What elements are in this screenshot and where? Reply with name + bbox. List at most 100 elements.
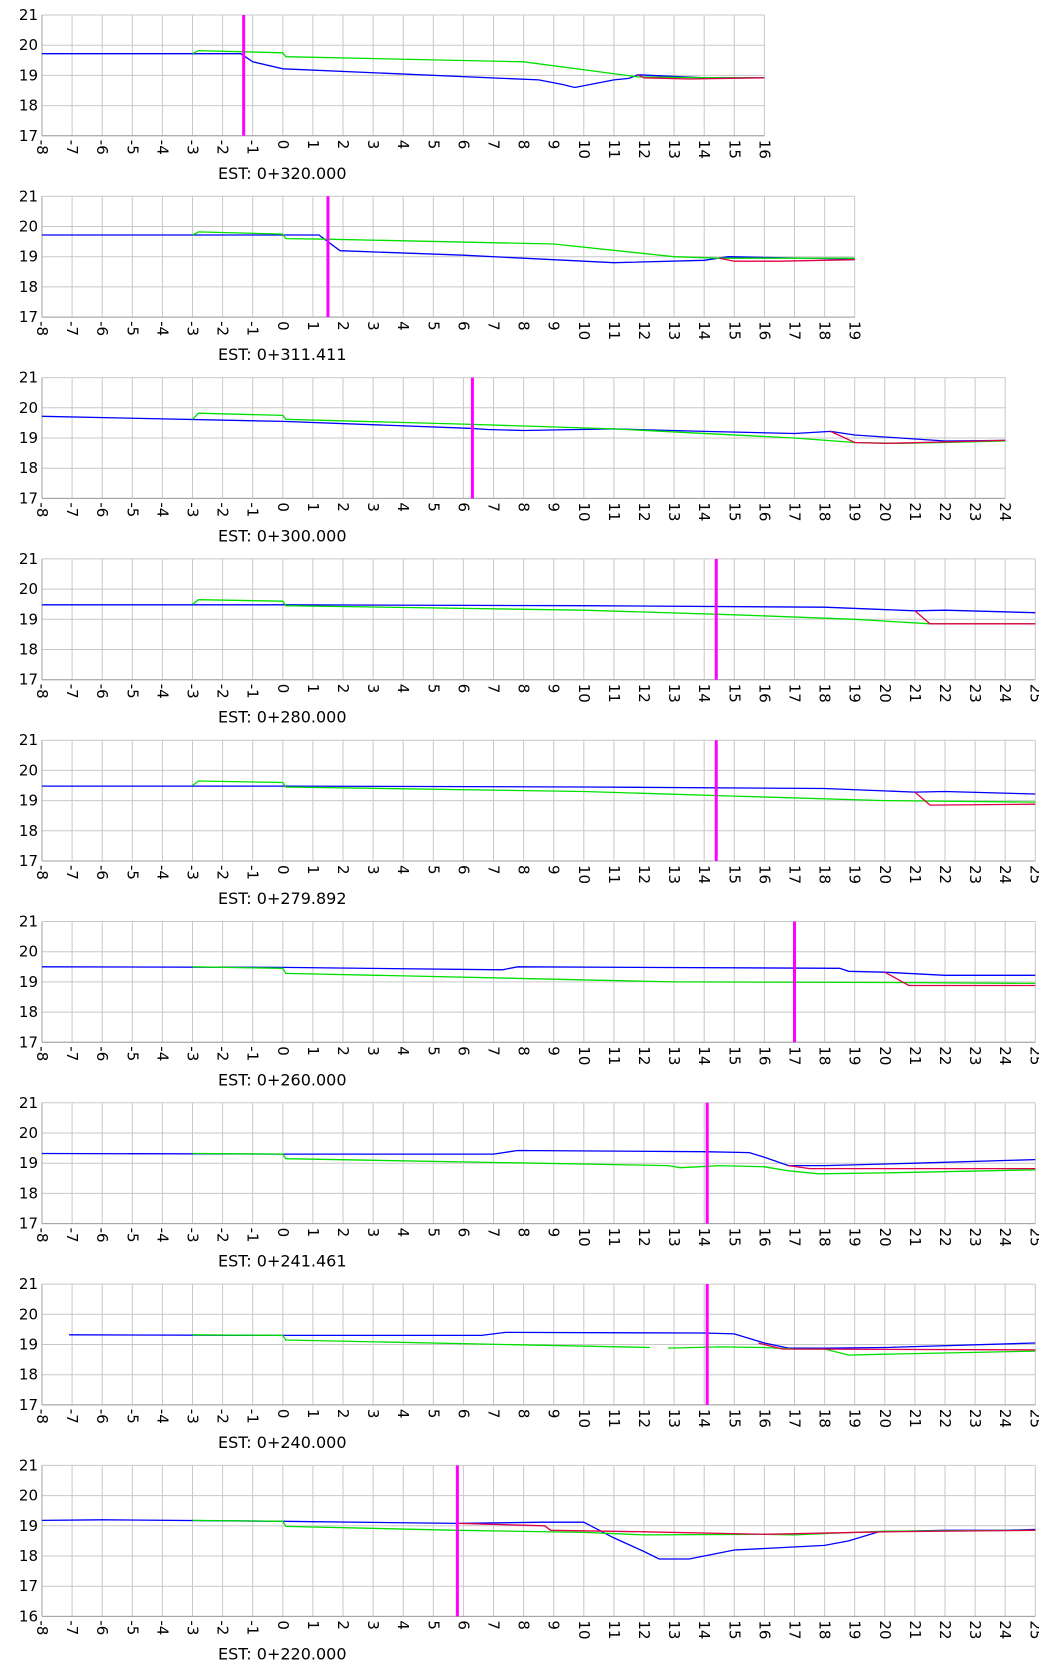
y-tick-label: 20: [19, 1124, 38, 1142]
x-tick-label: -7: [63, 321, 81, 336]
x-tick-label: 6: [454, 865, 472, 875]
x-tick-label: 3: [364, 321, 382, 331]
x-tick-label: 16: [755, 684, 773, 703]
x-tick-label: 4: [394, 1228, 412, 1238]
x-tick-label: -5: [123, 1620, 141, 1635]
x-tick-label: 8: [515, 865, 533, 875]
x-tick-label: -8: [33, 1228, 51, 1243]
x-tick-label: 0: [274, 140, 292, 150]
x-tick-label: 13: [665, 321, 683, 340]
station-label: EST: 0+320.000: [218, 164, 347, 183]
x-tick-label: 6: [454, 1046, 472, 1056]
x-tick-label: 25: [1026, 1046, 1039, 1065]
x-tick-label: 23: [966, 1228, 984, 1247]
x-tick-label: -6: [93, 321, 111, 336]
x-tick-label: -3: [184, 1046, 202, 1061]
profile-line-blue: [42, 53, 765, 89]
y-tick-label: 18: [19, 641, 38, 659]
x-tick-label: 16: [755, 1409, 773, 1428]
x-tick-label: -3: [184, 1409, 202, 1424]
profile-line-red: [758, 1342, 1036, 1351]
x-tick-label: 7: [485, 321, 503, 331]
x-tick-label: 22: [936, 1620, 954, 1639]
y-tick-label: 19: [19, 429, 38, 447]
x-tick-label: 0: [274, 1409, 292, 1419]
x-tick-label: 15: [725, 1409, 743, 1428]
x-tick-label: -8: [33, 865, 51, 880]
y-tick-label: 17: [19, 1577, 38, 1595]
y-tick-label: 21: [19, 1275, 38, 1293]
x-tick-label: 14: [695, 865, 713, 884]
x-tick-label: -5: [123, 502, 141, 517]
x-tick-label: 8: [515, 502, 533, 512]
x-tick-label: 18: [816, 1620, 834, 1639]
x-tick-label: 18: [816, 1046, 834, 1065]
x-tick-label: 19: [846, 321, 864, 340]
y-tick-label: 20: [19, 1487, 38, 1505]
x-tick-label: -4: [153, 684, 171, 699]
x-tick-label: 4: [394, 1046, 412, 1056]
x-tick-label: 23: [966, 684, 984, 703]
x-tick-label: 14: [695, 502, 713, 521]
profile-line-green: [192, 412, 1006, 445]
x-tick-label: 15: [725, 321, 743, 340]
x-tick-label: -7: [63, 140, 81, 155]
x-tick-label: 8: [515, 1046, 533, 1056]
y-tick-label: 21: [19, 1456, 38, 1474]
x-tick-label: 7: [485, 1620, 503, 1630]
x-tick-label: 24: [996, 1046, 1014, 1065]
x-tick-label: -7: [63, 1228, 81, 1243]
x-tick-label: -5: [123, 140, 141, 155]
x-tick-label: -6: [93, 1046, 111, 1061]
x-tick-label: 1: [304, 1620, 322, 1630]
x-tick-label: 20: [876, 502, 894, 521]
x-tick-label: 22: [936, 502, 954, 521]
x-tick-label: -3: [184, 1228, 202, 1243]
x-tick-label: -6: [93, 684, 111, 699]
x-tick-label: 12: [635, 321, 653, 340]
x-tick-label: 16: [755, 321, 773, 340]
x-tick-label: 18: [816, 502, 834, 521]
x-tick-label: 10: [575, 1046, 593, 1065]
x-tick-label: -1: [244, 1046, 262, 1061]
x-tick-label: 0: [274, 502, 292, 512]
x-tick-label: 16: [755, 1046, 773, 1065]
x-tick-label: 0: [274, 684, 292, 694]
x-tick-label: 10: [575, 684, 593, 703]
x-tick-label: 11: [605, 1046, 623, 1065]
x-tick-label: 1: [304, 865, 322, 875]
x-tick-label: 18: [816, 684, 834, 703]
x-tick-label: 18: [816, 1228, 834, 1247]
x-tick-label: 9: [545, 865, 563, 875]
profile-line-green: [192, 1334, 651, 1349]
x-tick-label: 11: [605, 1620, 623, 1639]
x-tick-label: 18: [816, 865, 834, 884]
x-tick-label: 1: [304, 1046, 322, 1056]
y-tick-label: 18: [19, 1184, 38, 1202]
x-tick-label: 17: [786, 502, 804, 521]
x-tick-label: 2: [334, 1620, 352, 1630]
x-tick-label: -7: [63, 1409, 81, 1424]
profile-line-red: [914, 791, 1036, 806]
y-tick-label: 18: [19, 822, 38, 840]
x-tick-label: -5: [123, 684, 141, 699]
x-tick-label: 5: [424, 1409, 442, 1419]
x-tick-label: 0: [274, 1620, 292, 1630]
x-tick-label: 21: [906, 1228, 924, 1247]
x-tick-label: 14: [695, 321, 713, 340]
x-tick-label: 8: [515, 321, 533, 331]
x-tick-label: 8: [515, 684, 533, 694]
x-tick-label: 22: [936, 1046, 954, 1065]
x-tick-label: 21: [906, 502, 924, 521]
y-tick-label: 19: [19, 792, 38, 810]
x-tick-label: -6: [93, 865, 111, 880]
x-tick-label: 4: [394, 140, 412, 150]
x-tick-label: 20: [876, 1046, 894, 1065]
x-tick-label: 6: [454, 321, 472, 331]
x-tick-label: -6: [93, 1620, 111, 1635]
x-tick-label: 21: [906, 1409, 924, 1428]
profile-line-red: [788, 1164, 1036, 1170]
x-tick-label: -1: [244, 684, 262, 699]
